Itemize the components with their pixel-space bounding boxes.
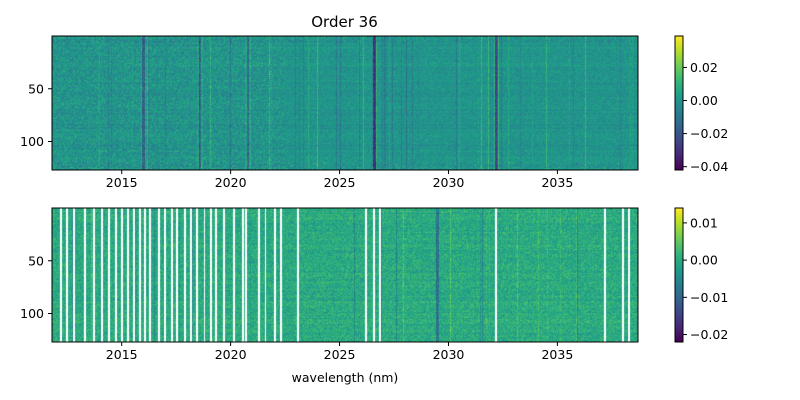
colorbar-tick-label: 0.02 [690,60,718,75]
x-tick-label: 2035 [541,347,573,362]
x-axis-bottom: 2015 2020 2025 2030 2035 [106,342,573,362]
x-tick-label: 2015 [106,175,138,190]
y-tick-label: 50 [28,81,44,96]
x-tick-label: 2020 [215,347,247,362]
x-axis-top: 2015 2020 2025 2030 2035 [106,170,573,190]
axes-frame-bottom [51,207,639,343]
x-tick-label: 2030 [433,175,465,190]
heatmap-panel-bottom: 2015 2020 2025 2030 2035 50 100 [20,207,639,362]
chart-title: Order 36 [311,13,377,31]
colorbar-gradient-top [675,36,683,170]
x-tick-label: 2020 [215,175,247,190]
colorbar-tick-label: −0.01 [690,290,728,305]
heatmap-panel-top: 2015 2020 2025 2030 2035 50 100 [20,35,639,190]
heatmap-image-top [52,36,638,170]
colorbar-tick-label: −0.02 [690,327,728,342]
colorbar-frame-top [674,35,684,171]
y-axis-bottom: 50 100 [20,253,52,321]
colorbar-tick-label: 0.00 [690,93,718,108]
colorbar-ticks-top: 0.02 0.00 −0.02 −0.04 [683,60,728,174]
x-axis-label: wavelength (nm) [292,370,399,385]
colorbar-tick-label: −0.04 [690,159,728,174]
axes-frame-top [51,35,639,171]
colorbar-ticks-bottom: 0.01 0.00 −0.01 −0.02 [683,215,728,342]
colorbar-bottom: 0.01 0.00 −0.01 −0.02 [674,207,728,343]
colorbar-tick-label: 0.01 [690,215,718,230]
colorbar-frame-bottom [674,207,684,343]
colorbar-gradient-bottom [675,208,683,342]
colorbar-tick-label: −0.02 [690,126,728,141]
y-tick-label: 100 [20,306,44,321]
y-axis-top: 50 100 [20,81,52,149]
x-tick-label: 2030 [433,347,465,362]
y-tick-label: 50 [28,253,44,268]
x-tick-label: 2025 [324,347,356,362]
colorbar-top: 0.02 0.00 −0.02 −0.04 [674,35,728,174]
y-tick-label: 100 [20,134,44,149]
x-tick-label: 2035 [541,175,573,190]
x-tick-label: 2025 [324,175,356,190]
x-tick-label: 2015 [106,347,138,362]
heatmap-image-bottom [52,208,638,342]
colorbar-tick-label: 0.00 [690,253,718,268]
